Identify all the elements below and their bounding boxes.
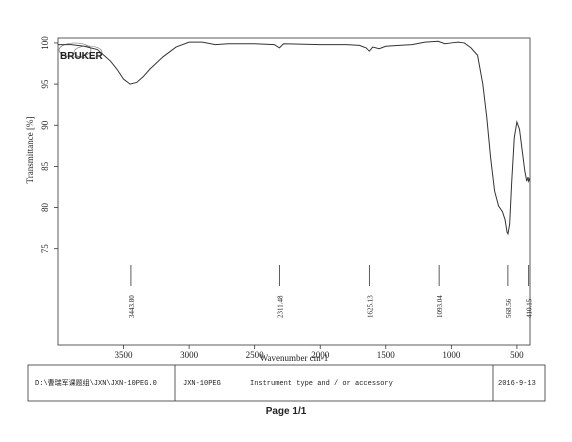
x-tick-label: 1500 [377,350,396,360]
logo: BRUKER [60,51,104,62]
peak-label: 410.15 [526,298,534,318]
peak-label: 568.56 [505,298,513,318]
y-tick-label: 95 [40,79,50,89]
x-tick-label: 3500 [115,350,134,360]
peak-label: 3443.80 [128,295,136,318]
page-number: Page 1/1 [266,406,307,417]
footer-instrument: Instrument type and / or accessory [250,380,393,388]
x-tick-label: 2500 [246,350,265,360]
plot-frame [57,37,531,346]
x-axis-label: Wavenumber cm-1 [260,353,329,363]
peak-label: 2311.48 [276,295,284,318]
x-tick-label: 2000 [311,350,330,360]
y-tick-label: 90 [40,120,50,129]
x-tick-label: 3000 [180,350,199,360]
y-tick-label: 75 [40,244,50,254]
y-tick-label: 100 [40,36,50,50]
logo-swirl [58,42,92,58]
logo-swirl [73,45,103,59]
peak-label: 1625.13 [366,295,374,318]
footer-sample: JXN-10PEG [183,380,221,388]
footer-file: D:\曹瑞军课题组\JXN\JXN-10PEG.0 [35,378,157,388]
peak-label: 1093.04 [436,295,444,318]
footer-box [27,364,546,402]
y-tick-label: 85 [40,161,50,171]
x-tick-label: 1000 [442,350,461,360]
spectrum-line [58,40,531,236]
y-axis-label: Transmittance [%] [25,117,35,184]
x-tick-label: 500 [510,350,524,360]
footer-date: 2016-9-13 [498,380,536,388]
y-tick-label: 80 [40,203,50,213]
